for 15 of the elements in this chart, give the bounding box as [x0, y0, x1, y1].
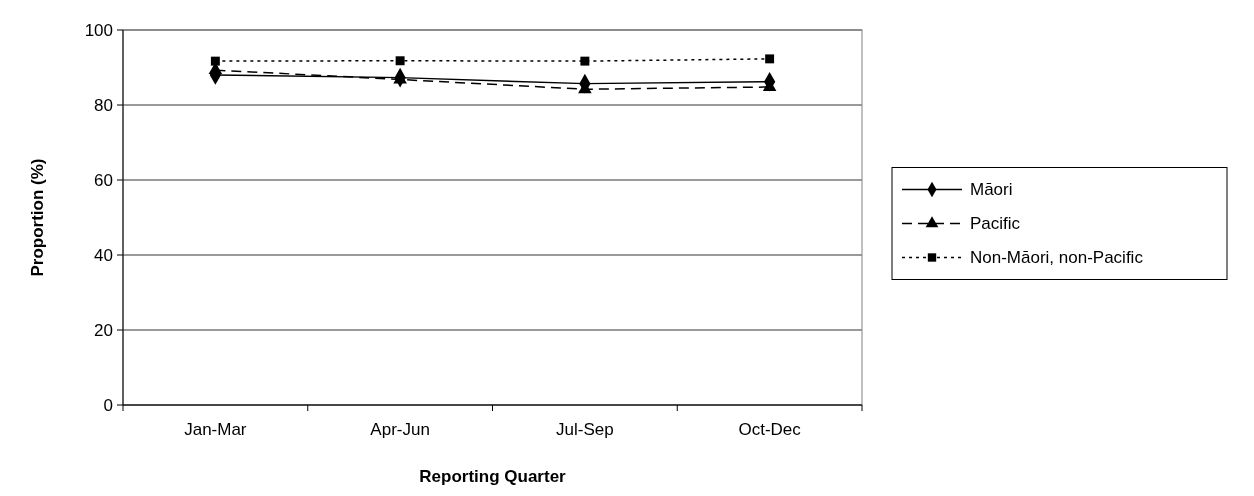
y-axis-title: Proportion (%)	[28, 158, 47, 277]
x-tick-label: Jan-Mar	[184, 420, 247, 439]
y-tick-label: 80	[94, 95, 113, 115]
y-tick-label: 100	[84, 20, 113, 40]
legend-label: Pacific	[970, 214, 1021, 234]
x-axis-title: Reporting Quarter	[419, 467, 567, 486]
y-tick-label: 20	[94, 320, 113, 340]
y-tick-label: 60	[94, 170, 113, 190]
y-tick-label: 0	[103, 395, 113, 415]
y-tick-label: 40	[94, 245, 113, 265]
x-tick-label: Oct-Dec	[738, 420, 802, 439]
x-tick-label: Apr-Jun	[370, 420, 430, 439]
legend-label: Māori	[970, 180, 1013, 200]
legend-label: Non-Māori, non-Pacific	[970, 248, 1144, 268]
x-tick-label: Jul-Sep	[556, 420, 614, 439]
